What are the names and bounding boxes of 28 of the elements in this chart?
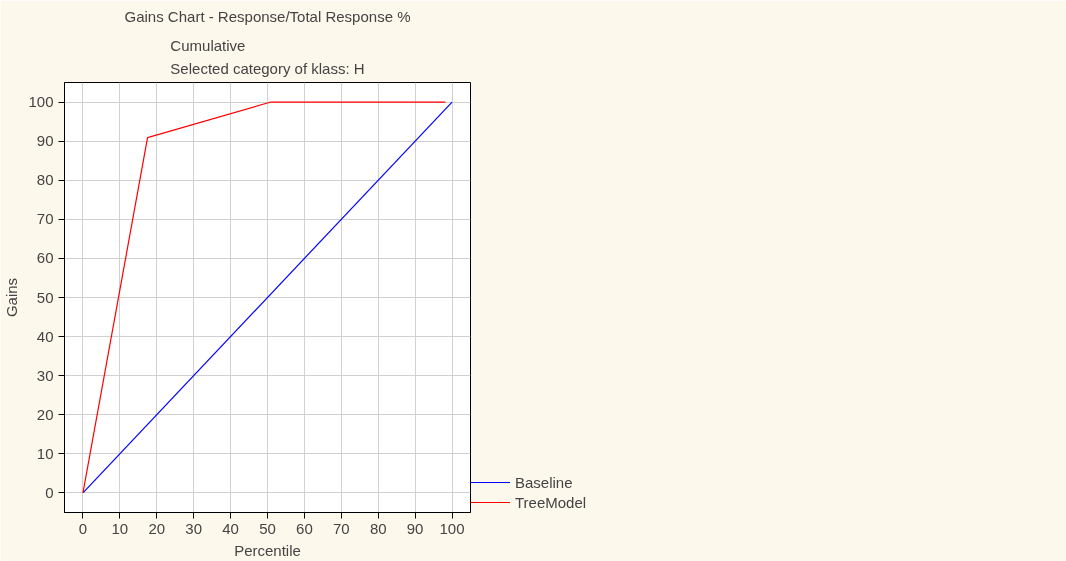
x-tick-label: 10	[111, 519, 129, 537]
x-tick-label: 50	[259, 519, 276, 537]
y-tick-label: 60	[36, 249, 54, 267]
chart-title: Gains Chart - Response/Total Response %	[124, 7, 411, 25]
x-tick-label: 0	[78, 519, 88, 537]
y-tick-label: 20	[36, 405, 54, 423]
chart-subtitle: Cumulative Selected category of klass: H	[170, 36, 365, 78]
legend-label: Baseline	[515, 473, 573, 491]
x-tick-label: 40	[222, 519, 239, 537]
x-tick-label: 90	[406, 519, 424, 537]
y-tick-label: 30	[36, 366, 54, 384]
y-tick-label: 50	[36, 288, 54, 306]
y-tick-label: 100	[28, 93, 54, 111]
x-tick-label: 60	[296, 519, 313, 537]
x-tick-label: 70	[332, 519, 350, 537]
y-tick-label: 90	[36, 132, 54, 150]
y-tick-label: 10	[36, 444, 54, 462]
x-tick-label: 100	[439, 519, 465, 537]
legend-label: TreeModel	[515, 493, 587, 511]
y-tick-label: 0	[45, 483, 54, 501]
y-axis-title: Gains	[3, 277, 21, 318]
x-axis-title: Percentile	[234, 541, 301, 559]
x-tick-label: 30	[185, 519, 203, 537]
y-tick-label: 40	[36, 327, 54, 345]
y-tick-label: 70	[36, 210, 54, 228]
x-tick-label: 80	[369, 519, 387, 537]
x-tick-label: 20	[148, 519, 166, 537]
y-tick-label: 80	[36, 171, 54, 189]
